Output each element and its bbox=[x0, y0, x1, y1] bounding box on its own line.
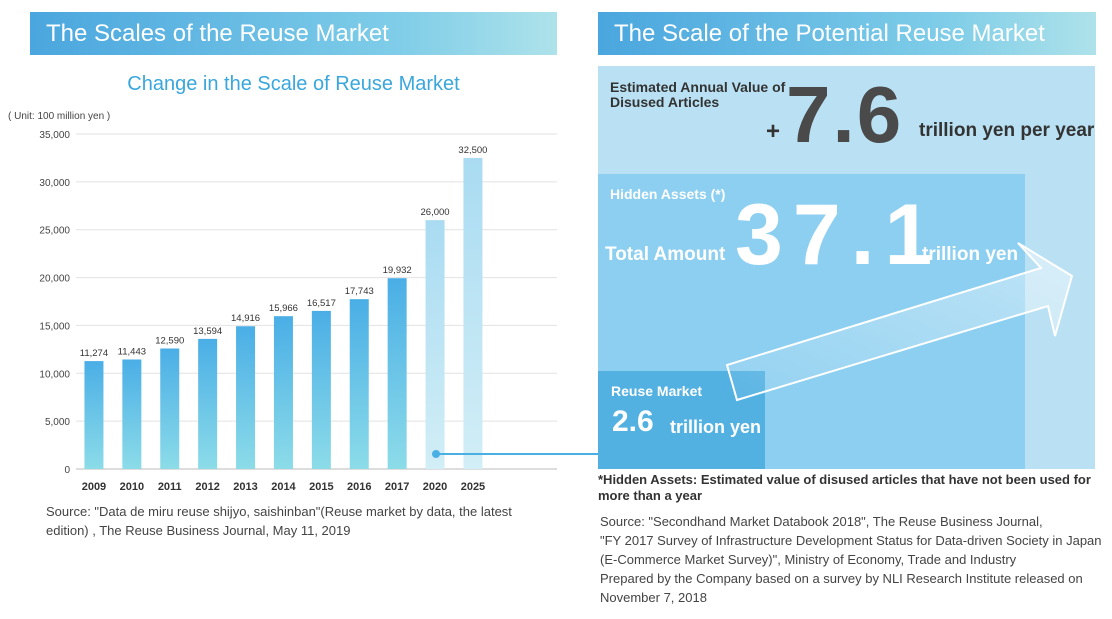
x-tick-label: 2013 bbox=[233, 481, 257, 493]
hidden-assets-label: Hidden Assets (*) bbox=[610, 186, 726, 202]
plus-sign: + bbox=[766, 118, 781, 145]
right-section-banner: The Scale of the Potential Reuse Market bbox=[598, 12, 1096, 55]
right-source-line: Source: "Secondhand Market Databook 2018… bbox=[600, 514, 1043, 529]
bar-value-label: 32,500 bbox=[458, 145, 487, 156]
y-tick-label: 5,000 bbox=[45, 417, 70, 428]
bar-value-label: 15,966 bbox=[269, 303, 298, 314]
x-tick-label: 2025 bbox=[461, 481, 485, 493]
reuse-market-unit: trillion yen bbox=[670, 417, 762, 437]
bar bbox=[387, 278, 407, 469]
x-tick-label: 2010 bbox=[120, 481, 144, 493]
estimated-value-unit: trillion yen per year bbox=[919, 120, 1095, 141]
y-tick-label: 0 bbox=[64, 465, 70, 476]
x-tick-label: 2011 bbox=[158, 481, 182, 493]
reuse-market-label: Reuse Market bbox=[611, 383, 703, 399]
y-tick-label: 35,000 bbox=[39, 130, 70, 141]
bar-value-label: 17,743 bbox=[345, 286, 374, 297]
bar bbox=[198, 338, 218, 469]
bar bbox=[349, 299, 369, 469]
y-tick-label: 25,000 bbox=[39, 226, 70, 237]
chart-unit-label: ( Unit: 100 million yen ) bbox=[8, 111, 111, 122]
bar bbox=[311, 310, 331, 469]
left-source-note: Source: "Data de miru reuse shijyo, sais… bbox=[46, 504, 512, 538]
right-source-line: "FY 2017 Survey of Infrastructure Develo… bbox=[600, 533, 1102, 567]
bar-value-label: 26,000 bbox=[421, 207, 450, 218]
total-amount-number: 37.1 bbox=[735, 187, 943, 283]
estimated-value-label: Estimated Annual Value of Disused Articl… bbox=[610, 79, 786, 110]
bar-value-label: 13,594 bbox=[193, 326, 222, 337]
bar-value-label: 11,443 bbox=[118, 346, 146, 357]
estimated-value-number: 7.6 bbox=[786, 70, 904, 159]
right-source-note: Source: "Secondhand Market Databook 2018… bbox=[600, 512, 1105, 607]
bar-value-label: 19,932 bbox=[383, 265, 412, 276]
x-tick-label: 2014 bbox=[271, 481, 296, 493]
bar bbox=[273, 316, 293, 469]
bar bbox=[463, 157, 483, 469]
bar bbox=[425, 220, 445, 469]
chart-title: Change in the Scale of Reuse Market bbox=[127, 73, 460, 95]
total-amount-label: Total Amount bbox=[605, 244, 726, 265]
bar-chart: 0 5,000 10,000 15,000 20,000 25,000 30,000 35,0… bbox=[39, 130, 557, 493]
x-tick-label: 2009 bbox=[82, 481, 106, 493]
y-tick-label: 20,000 bbox=[39, 274, 70, 285]
bar bbox=[122, 359, 142, 469]
bar bbox=[160, 348, 180, 469]
y-tick-label: 10,000 bbox=[39, 369, 70, 380]
x-tick-label: 2020 bbox=[423, 481, 447, 493]
x-tick-label: 2015 bbox=[309, 481, 333, 493]
bar-value-label: 11,274 bbox=[80, 348, 108, 359]
x-tick-label: 2017 bbox=[385, 481, 409, 493]
y-tick-label: 15,000 bbox=[39, 321, 70, 332]
right-source-line: Prepared by the Company based on a surve… bbox=[600, 571, 1083, 605]
y-tick-label: 30,000 bbox=[39, 178, 70, 189]
bar-value-label: 16,517 bbox=[307, 298, 336, 309]
reuse-market-number: 2.6 bbox=[612, 405, 654, 438]
x-tick-label: 2016 bbox=[347, 481, 371, 493]
bar bbox=[84, 361, 104, 469]
left-section-banner: The Scales of the Reuse Market bbox=[30, 12, 557, 55]
x-tick-label: 2012 bbox=[195, 481, 219, 493]
bar bbox=[236, 326, 256, 469]
bar-value-label: 14,916 bbox=[231, 313, 260, 324]
bar-value-label: 12,590 bbox=[155, 335, 184, 346]
total-amount-unit: trillion yen bbox=[922, 244, 1019, 265]
hidden-assets-footnote: *Hidden Assets: Estimated value of disus… bbox=[598, 472, 1091, 503]
